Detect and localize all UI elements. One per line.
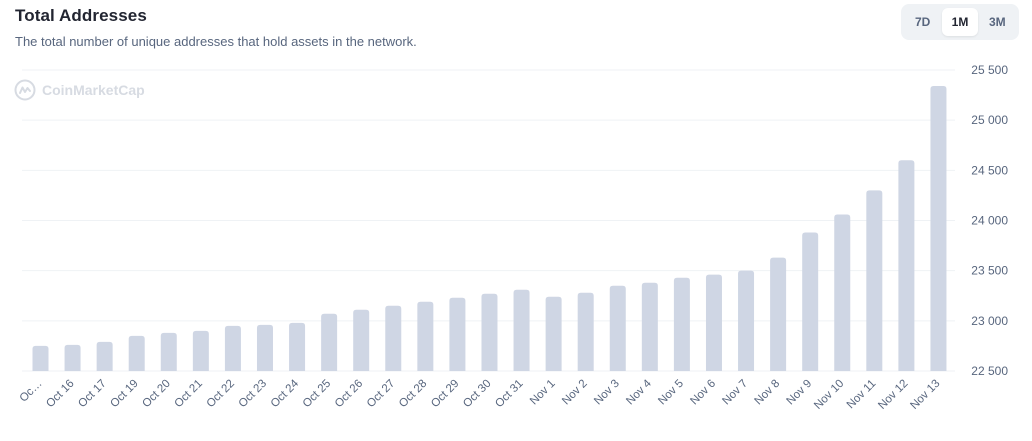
bar[interactable] (642, 283, 658, 371)
bar[interactable] (161, 333, 177, 371)
x-tick-label: Nov 10 (812, 378, 846, 412)
bar[interactable] (578, 293, 594, 371)
bar[interactable] (97, 342, 113, 371)
x-tick-label: Nov 5 (656, 378, 686, 408)
x-tick-label: Nov 4 (624, 377, 654, 407)
x-tick-label: Nov 2 (560, 378, 590, 408)
watermark-text: CoinMarketCap (42, 82, 145, 98)
bar[interactable] (802, 233, 818, 371)
bar[interactable] (610, 286, 626, 371)
y-tick-label: 23 000 (971, 314, 1008, 328)
bar[interactable] (481, 294, 497, 371)
x-tick-label: Oct 19 (108, 378, 140, 410)
bar[interactable] (930, 86, 946, 371)
x-axis-ticks: Oc… Oct 16 Oct 17 Oct 19 Oct 20 Oct 21 Oct 22 O… (18, 377, 943, 412)
x-tick-label: Nov 12 (876, 378, 910, 412)
x-tick-label: Oct 31 (493, 378, 525, 410)
x-tick-label: Nov 11 (845, 378, 879, 412)
y-axis-ticks: 22 500 23 000 23 500 24 000 24 500 25 000 25 5… (971, 63, 1008, 378)
bar[interactable] (834, 214, 850, 371)
x-tick-label: Nov 1 (528, 378, 558, 408)
x-tick-label: Nov 3 (592, 378, 622, 408)
x-tick-label: Oct 30 (461, 378, 493, 410)
x-tick-label: Oct 25 (301, 378, 333, 410)
bar[interactable] (449, 298, 465, 371)
x-tick-label: Oct 24 (269, 377, 302, 410)
bar[interactable] (674, 278, 690, 371)
x-tick-label: Oct 29 (429, 378, 461, 410)
x-tick-label: Oct 23 (237, 378, 269, 410)
x-tick-label: Oct 26 (333, 378, 365, 410)
coinmarketcap-watermark: CoinMarketCap (14, 79, 145, 101)
bar[interactable] (33, 346, 49, 371)
y-tick-label: 25 000 (971, 113, 1008, 127)
bars (33, 86, 947, 371)
x-tick-label: Oct 20 (140, 378, 172, 410)
x-tick-label: Oct 27 (365, 378, 397, 410)
bar[interactable] (289, 323, 305, 371)
bar[interactable] (898, 160, 914, 371)
x-tick-label: Nov 6 (688, 378, 718, 408)
bar[interactable] (353, 310, 369, 371)
x-tick-label: Nov 13 (908, 378, 942, 412)
x-tick-label: Oct 21 (173, 378, 205, 410)
x-tick-label: Oc… (18, 378, 45, 405)
bar[interactable] (321, 314, 337, 371)
bar[interactable] (417, 302, 433, 371)
y-tick-label: 24 500 (971, 163, 1008, 177)
y-tick-label: 25 500 (971, 63, 1008, 77)
bar[interactable] (129, 336, 145, 371)
x-tick-label: Nov 7 (720, 378, 750, 408)
bar[interactable] (257, 325, 273, 371)
bar[interactable] (866, 190, 882, 371)
x-tick-label: Oct 22 (205, 378, 237, 410)
bar[interactable] (738, 271, 754, 371)
bar[interactable] (770, 258, 786, 371)
x-tick-label: Oct 17 (76, 378, 108, 410)
x-tick-label: Nov 9 (785, 378, 815, 408)
y-tick-label: 23 500 (971, 264, 1008, 278)
bar[interactable] (193, 331, 209, 371)
coinmarketcap-logo-icon (14, 79, 36, 101)
x-tick-label: Oct 28 (397, 378, 429, 410)
bar[interactable] (65, 345, 81, 371)
bar[interactable] (546, 297, 562, 371)
y-tick-label: 22 500 (971, 364, 1008, 378)
bar[interactable] (514, 290, 530, 371)
bar[interactable] (225, 326, 241, 371)
x-tick-label: Oct 16 (44, 378, 76, 410)
x-tick-label: Nov 8 (752, 378, 782, 408)
bar[interactable] (385, 306, 401, 371)
y-tick-label: 24 000 (971, 214, 1008, 228)
bar[interactable] (706, 275, 722, 371)
